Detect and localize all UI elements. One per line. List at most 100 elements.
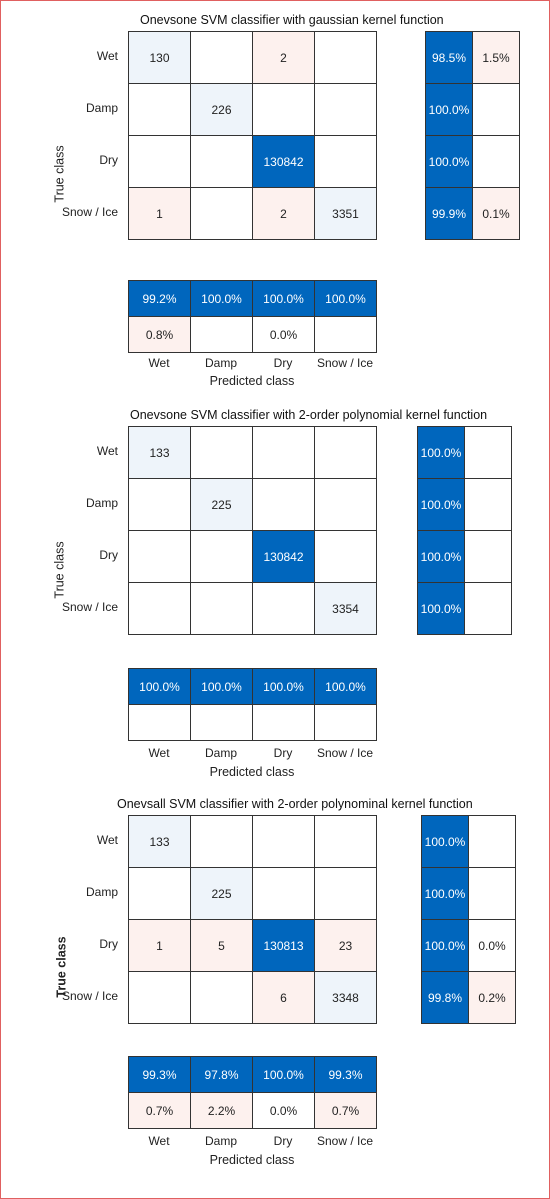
col-label-snow-ice: Snow / Ice bbox=[316, 1134, 374, 1148]
col-label-wet: Wet bbox=[148, 1134, 170, 1148]
row-summary-correct: 100.0% bbox=[417, 478, 465, 531]
matrix-cell bbox=[314, 426, 377, 479]
col-label-dry: Dry bbox=[273, 1134, 293, 1148]
row-summary-error: 0.1% bbox=[472, 187, 520, 240]
col-summary-correct: 100.0% bbox=[314, 280, 377, 317]
col-summary-correct: 100.0% bbox=[252, 668, 315, 705]
col-summary-correct: 100.0% bbox=[252, 280, 315, 317]
x-axis-title: Predicted class bbox=[209, 1153, 295, 1167]
col-label-dry: Dry bbox=[273, 746, 293, 760]
matrix-cell bbox=[252, 867, 315, 920]
col-label-damp: Damp bbox=[204, 746, 237, 760]
row-label-damp: Damp bbox=[85, 101, 118, 115]
col-label-snow-ice: Snow / Ice bbox=[316, 746, 374, 760]
matrix-cell: 1 bbox=[128, 919, 191, 972]
matrix-cell bbox=[314, 135, 377, 188]
row-label-wet: Wet bbox=[96, 833, 118, 847]
col-summary-error: 0.0% bbox=[252, 1092, 315, 1129]
matrix-cell: 133 bbox=[128, 426, 191, 479]
col-label-wet: Wet bbox=[148, 746, 170, 760]
col-summary-error bbox=[314, 316, 377, 353]
col-summary-correct: 99.3% bbox=[128, 1056, 191, 1093]
matrix-cell bbox=[252, 478, 315, 531]
matrix-cell bbox=[128, 478, 191, 531]
col-summary-correct: 100.0% bbox=[252, 1056, 315, 1093]
matrix-cell: 3348 bbox=[314, 971, 377, 1024]
col-summary-error bbox=[190, 704, 253, 741]
row-label-dry: Dry bbox=[99, 548, 118, 562]
col-summary-correct: 99.2% bbox=[128, 280, 191, 317]
matrix-cell: 3354 bbox=[314, 582, 377, 635]
matrix-cell bbox=[252, 426, 315, 479]
row-summary-error bbox=[464, 426, 512, 479]
row-summary-correct: 98.5% bbox=[425, 31, 473, 84]
col-summary-error: 0.7% bbox=[314, 1092, 377, 1129]
row-label-wet: Wet bbox=[96, 444, 118, 458]
matrix-cell bbox=[128, 135, 191, 188]
matrix-cell bbox=[190, 187, 253, 240]
matrix-cell: 6 bbox=[252, 971, 315, 1024]
row-summary-correct: 100.0% bbox=[425, 135, 473, 188]
y-axis-title: True class bbox=[52, 145, 67, 203]
x-axis-title: Predicted class bbox=[209, 765, 295, 779]
matrix-cell: 5 bbox=[190, 919, 253, 972]
row-summary-error bbox=[468, 867, 516, 920]
row-label-damp: Damp bbox=[85, 496, 118, 510]
matrix-cell bbox=[314, 530, 377, 583]
matrix-cell bbox=[314, 31, 377, 84]
row-summary-error: 1.5% bbox=[472, 31, 520, 84]
row-summary-correct: 100.0% bbox=[421, 867, 469, 920]
y-axis-title: True class bbox=[52, 541, 67, 599]
row-summary-error bbox=[464, 530, 512, 583]
matrix-cell: 23 bbox=[314, 919, 377, 972]
col-summary-error bbox=[190, 316, 253, 353]
row-label-wet: Wet bbox=[96, 49, 118, 63]
matrix-cell bbox=[314, 867, 377, 920]
col-summary-error: 2.2% bbox=[190, 1092, 253, 1129]
chart-title: Onevsall SVM classifier with 2-order pol… bbox=[117, 797, 473, 811]
matrix-cell bbox=[190, 582, 253, 635]
row-label-dry: Dry bbox=[99, 937, 118, 951]
matrix-cell bbox=[252, 83, 315, 136]
matrix-cell bbox=[314, 478, 377, 531]
matrix-cell bbox=[190, 135, 253, 188]
col-summary-error bbox=[252, 704, 315, 741]
col-summary-correct: 100.0% bbox=[190, 280, 253, 317]
col-summary-error bbox=[128, 704, 191, 741]
row-summary-error bbox=[472, 135, 520, 188]
matrix-cell bbox=[190, 530, 253, 583]
matrix-cell: 226 bbox=[190, 83, 253, 136]
matrix-cell bbox=[190, 426, 253, 479]
row-summary-error bbox=[464, 582, 512, 635]
col-summary-error: 0.7% bbox=[128, 1092, 191, 1129]
col-label-wet: Wet bbox=[148, 356, 170, 370]
matrix-cell: 2 bbox=[252, 187, 315, 240]
row-label-dry: Dry bbox=[99, 153, 118, 167]
col-summary-error: 0.0% bbox=[252, 316, 315, 353]
matrix-cell bbox=[314, 815, 377, 868]
col-label-damp: Damp bbox=[204, 356, 237, 370]
col-label-dry: Dry bbox=[273, 356, 293, 370]
col-label-snow-ice: Snow / Ice bbox=[316, 356, 374, 370]
col-label-damp: Damp bbox=[204, 1134, 237, 1148]
matrix-cell bbox=[128, 530, 191, 583]
row-label-snow-ice: Snow / Ice bbox=[61, 205, 118, 219]
matrix-cell bbox=[128, 971, 191, 1024]
row-summary-correct: 100.0% bbox=[421, 919, 469, 972]
matrix-cell: 2 bbox=[252, 31, 315, 84]
col-summary-error: 0.8% bbox=[128, 316, 191, 353]
col-summary-correct: 100.0% bbox=[314, 668, 377, 705]
row-summary-error: 0.2% bbox=[468, 971, 516, 1024]
chart-title: Onevsone SVM classifier with 2-order pol… bbox=[130, 408, 488, 422]
row-label-snow-ice: Snow / Ice bbox=[61, 989, 118, 1003]
matrix-cell bbox=[190, 31, 253, 84]
row-summary-error bbox=[468, 815, 516, 868]
col-summary-correct: 100.0% bbox=[128, 668, 191, 705]
row-summary-correct: 100.0% bbox=[421, 815, 469, 868]
row-summary-error bbox=[464, 478, 512, 531]
matrix-cell: 130 bbox=[128, 31, 191, 84]
row-summary-correct: 99.8% bbox=[421, 971, 469, 1024]
col-summary-correct: 100.0% bbox=[190, 668, 253, 705]
matrix-cell: 133 bbox=[128, 815, 191, 868]
row-summary-correct: 100.0% bbox=[425, 83, 473, 136]
